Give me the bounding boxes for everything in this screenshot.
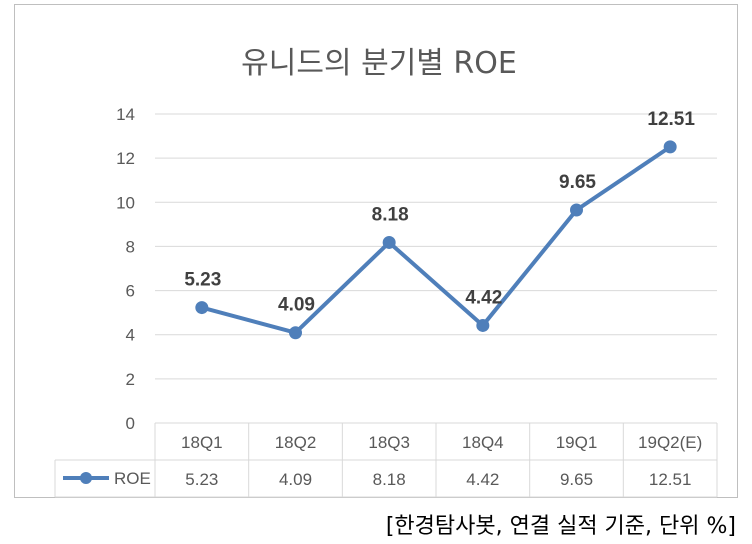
data-point (476, 318, 490, 332)
y-tick-label: 10 (116, 193, 135, 212)
data-label: 12.51 (647, 109, 695, 130)
table-value-cell: 12.51 (649, 470, 692, 489)
legend-marker (80, 472, 92, 484)
x-category-label: 18Q2 (275, 433, 317, 452)
table-value-cell: 9.65 (560, 470, 593, 489)
chart-frame: 유니드의 분기별 ROE 0 2 4 6 8 10 12 14 18Q1 18Q2 18Q3 18Q… (14, 4, 738, 498)
y-tick-label: 14 (116, 105, 135, 124)
chart-title: 유니드의 분기별 ROE (241, 46, 517, 81)
y-axis-ticks: 0 2 4 6 8 10 12 14 (116, 105, 135, 433)
table-value-cell: 4.09 (279, 470, 312, 489)
y-tick-label: 8 (126, 237, 135, 256)
y-tick-label: 12 (116, 149, 135, 168)
data-point (663, 140, 677, 154)
data-point (289, 326, 302, 340)
data-label: 4.09 (278, 295, 315, 316)
data-point (195, 301, 209, 315)
data-label: 4.42 (465, 287, 502, 308)
y-tick-label: 2 (126, 370, 135, 389)
x-category-label: 19Q2(E) (638, 433, 702, 452)
table-value-cell: 8.18 (373, 470, 406, 489)
x-category-label: 18Q3 (368, 433, 410, 452)
x-category-label: 18Q1 (181, 433, 223, 452)
data-point (382, 235, 396, 249)
series-line-roe (201, 145, 672, 335)
data-label: 8.18 (372, 204, 409, 225)
y-tick-label: 0 (126, 414, 135, 433)
y-tick-label: 4 (126, 326, 135, 345)
y-tick-label: 6 (126, 282, 135, 301)
source-note: [한경탐사봇, 연결 실적 기준, 단위 %] (385, 514, 736, 539)
data-labels: 5.23 4.09 8.18 4.42 9.65 12.51 (184, 109, 695, 316)
data-label: 9.65 (559, 172, 596, 193)
series-layer (195, 140, 677, 340)
data-table: 18Q1 18Q2 18Q3 18Q4 19Q1 19Q2(E) 5.23 4.09 8.18 4… (54, 422, 718, 498)
data-label: 5.23 (184, 270, 221, 291)
table-value-cell: 5.23 (185, 470, 218, 489)
gridlines (155, 113, 717, 380)
table-value-cell: 4.42 (466, 470, 499, 489)
x-category-label: 19Q1 (556, 433, 598, 452)
legend-label: ROE (114, 469, 151, 488)
data-point (570, 203, 583, 217)
x-category-label: 18Q4 (462, 433, 504, 452)
